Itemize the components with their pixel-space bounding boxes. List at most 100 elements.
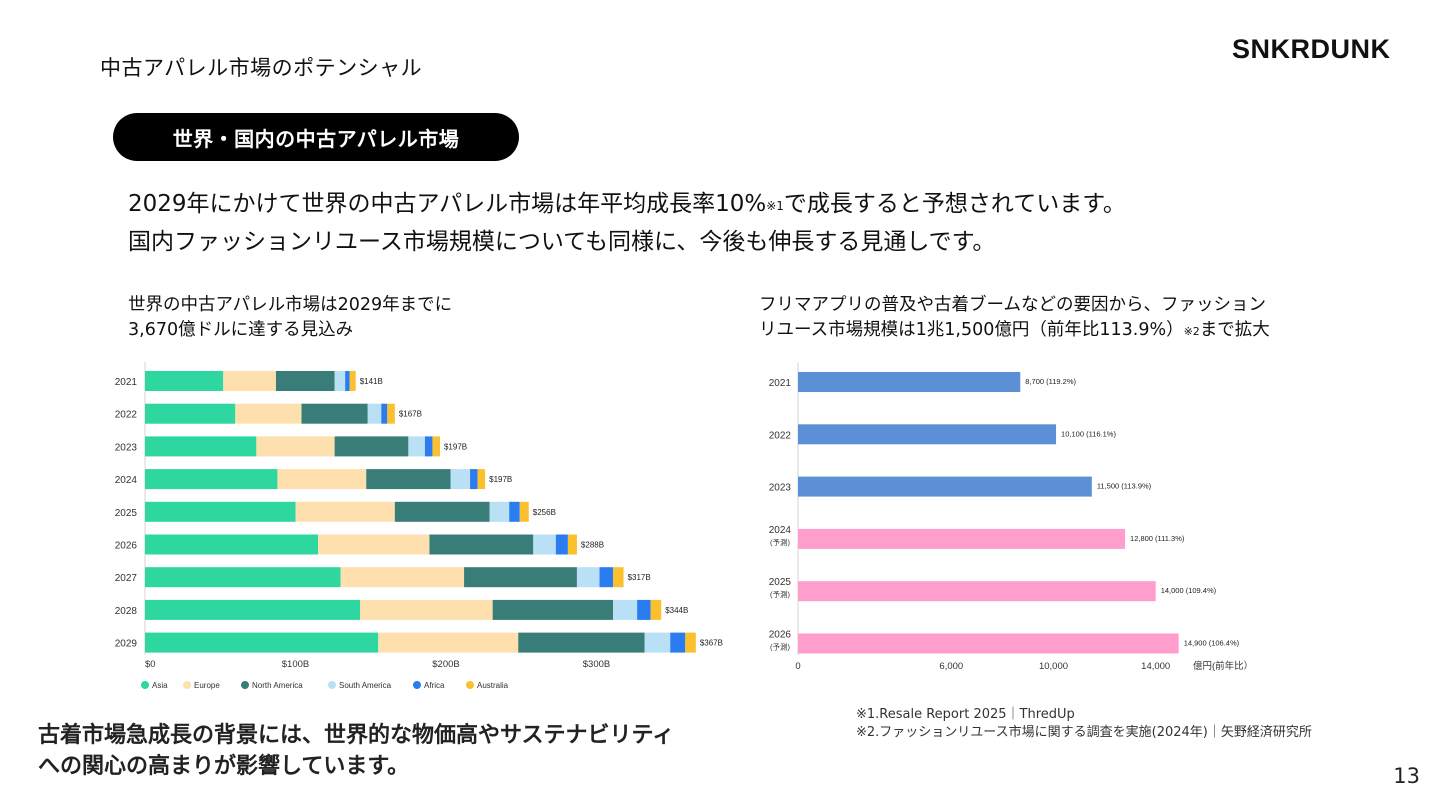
left-chart-caption: 世界の中古アパレル市場は2029年までに 3,670億ドルに達する見込み	[128, 293, 452, 343]
bar-segment-europe	[340, 567, 465, 588]
legend-marker-australia	[466, 681, 474, 689]
y-tick-label: 2029	[115, 639, 138, 650]
bar-segment-asia	[145, 501, 296, 522]
bar-segment-africa	[381, 403, 388, 424]
bar-segment-north-america	[518, 632, 645, 653]
y-tick-sublabel: (予測)	[770, 589, 790, 599]
bar	[798, 372, 1021, 392]
data-label: 14,000 (109.4%)	[1161, 586, 1217, 595]
section-pill: 世界・国内の中古アパレル市場	[113, 113, 519, 161]
x-axis-label: 億円(前年比）	[1193, 660, 1253, 672]
bar-segment-north-america	[366, 469, 451, 490]
legend-label: Africa	[424, 681, 445, 690]
total-label: $344B	[665, 606, 688, 615]
bar-segment-europe	[256, 436, 335, 457]
x-tick-label: 14,000	[1141, 661, 1170, 672]
legend-label: North America	[252, 681, 303, 690]
bar-segment-north-america	[275, 371, 335, 391]
bar-segment-europe	[360, 599, 493, 620]
bar-segment-north-america	[464, 567, 577, 588]
bottom-note-line-1: 古着市場急成長の背景には、世界的な物価高やサステナビリティ	[38, 723, 675, 748]
right-chart-caption: フリマアプリの普及や古着ブームなどの要因から、ファッション リユース市場規模は1…	[759, 293, 1270, 343]
legend-label: South America	[339, 681, 392, 690]
bar-segment-south-america	[489, 501, 510, 522]
legend-marker-north-america	[241, 681, 249, 689]
bar-segment-africa	[345, 371, 350, 391]
snkrdunk-logo: SNKRDUNK	[1232, 34, 1391, 64]
headline-line-1: 2029年にかけて世界の中古アパレル市場は年平均成長率10%※1で成長すると予想…	[128, 185, 1126, 223]
bar-segment-australia	[432, 436, 440, 457]
bar-segment-europe	[295, 501, 395, 522]
section-pill-label: 世界・国内の中古アパレル市場	[172, 126, 460, 151]
right-caption-line-2: リユース市場規模は1兆1,500億円（前年比113.9%）※2まで拡大	[759, 318, 1270, 343]
bar	[798, 633, 1179, 654]
bar-segment-north-america	[334, 436, 409, 457]
bar-segment-australia	[685, 632, 696, 653]
y-tick-label: 2022	[115, 410, 138, 421]
bottom-note-line-2: への関心の高まりが影響しています。	[38, 754, 410, 779]
footnote-ref-1: ※1	[766, 199, 784, 213]
legend-marker-south-america	[328, 681, 336, 689]
y-tick-label: 2021	[769, 378, 792, 389]
bar-segment-south-america	[533, 534, 556, 555]
x-tick-label: $200B	[432, 659, 459, 670]
left-caption-line-1: 世界の中古アパレル市場は2029年までに	[128, 295, 453, 315]
legend-label: Asia	[152, 681, 168, 690]
footnote-ref-2: ※2	[1183, 325, 1200, 338]
bar-segment-asia	[145, 469, 278, 490]
y-tick-label: 2026	[769, 630, 792, 641]
left-caption-line-2: 3,670億ドルに達する見込み	[128, 320, 354, 340]
y-tick-label: 2021	[115, 377, 138, 388]
y-tick-sublabel: (予測)	[770, 537, 790, 547]
bar-segment-europe	[235, 403, 302, 424]
bar-segment-africa	[670, 632, 686, 653]
bar-segment-africa	[555, 534, 568, 555]
bar-segment-north-america	[429, 534, 534, 555]
x-tick-label: 0	[795, 661, 800, 672]
bar-segment-europe	[378, 632, 519, 653]
y-tick-label: 2023	[115, 442, 138, 453]
footnote-1: ※1.Resale Report 2025｜ThredUp	[856, 707, 1075, 722]
japan-reuse-chart: 2021 8,700 (119.2%) 2022 10,100 (116.1%) 202…	[769, 362, 1253, 672]
bar-segment-asia	[145, 371, 224, 391]
legend-marker-europe	[183, 681, 191, 689]
x-tick-label: $0	[145, 659, 156, 670]
right-caption-line-1: フリマアプリの普及や古着ブームなどの要因から、ファッション	[759, 295, 1266, 315]
bar-segment-australia	[519, 501, 529, 522]
y-tick-label: 2022	[769, 430, 792, 441]
bar-segment-europe	[223, 371, 276, 391]
y-tick-label: 2026	[115, 541, 138, 552]
data-label: 11,500 (113.9%)	[1097, 482, 1152, 491]
y-tick-label: 2024	[115, 475, 138, 486]
page-title: 中古アパレル市場のポテンシャル	[100, 56, 423, 80]
total-label: $197B	[489, 475, 512, 484]
bar-segment-south-america	[408, 436, 425, 457]
bar-segment-asia	[145, 632, 379, 653]
bar-segment-australia	[477, 469, 486, 490]
bar-segment-australia	[387, 403, 395, 424]
x-tick-label: 6,000	[939, 661, 963, 672]
total-label: $367B	[700, 639, 723, 648]
data-label: 10,100 (116.1%)	[1061, 429, 1116, 438]
total-label: $256B	[533, 508, 556, 517]
legend-marker-asia	[141, 681, 149, 689]
bar-segment-australia	[650, 599, 662, 620]
bar-segment-north-america	[492, 599, 614, 620]
total-label: $317B	[628, 573, 651, 582]
total-label: $167B	[399, 410, 422, 419]
bar-segment-north-america	[394, 501, 490, 522]
bottom-note: 古着市場急成長の背景には、世界的な物価高やサステナビリティ への関心の高まりが影…	[38, 720, 674, 782]
right-caption-line-2-tail: まで拡大	[1199, 320, 1270, 340]
headline-line-1-tail: で成長すると予想されています。	[783, 191, 1126, 217]
bar-segment-australia	[567, 534, 577, 555]
y-tick-label: 2024	[769, 525, 792, 536]
headline: 2029年にかけて世界の中古アパレル市場は年平均成長率10%※1で成長すると予想…	[128, 185, 1126, 261]
bar	[798, 528, 1126, 549]
bar-segment-north-america	[301, 403, 368, 424]
bar-segment-asia	[145, 534, 319, 555]
bar-segment-asia	[145, 599, 361, 620]
data-label: 14,900 (106.4%)	[1184, 639, 1240, 648]
bar-segment-south-america	[450, 469, 471, 490]
x-tick-label: $100B	[282, 659, 309, 670]
footnote-2: ※2.ファッションリユース市場に関する調査を実施(2024年)｜矢野経済研究所	[856, 725, 1312, 740]
